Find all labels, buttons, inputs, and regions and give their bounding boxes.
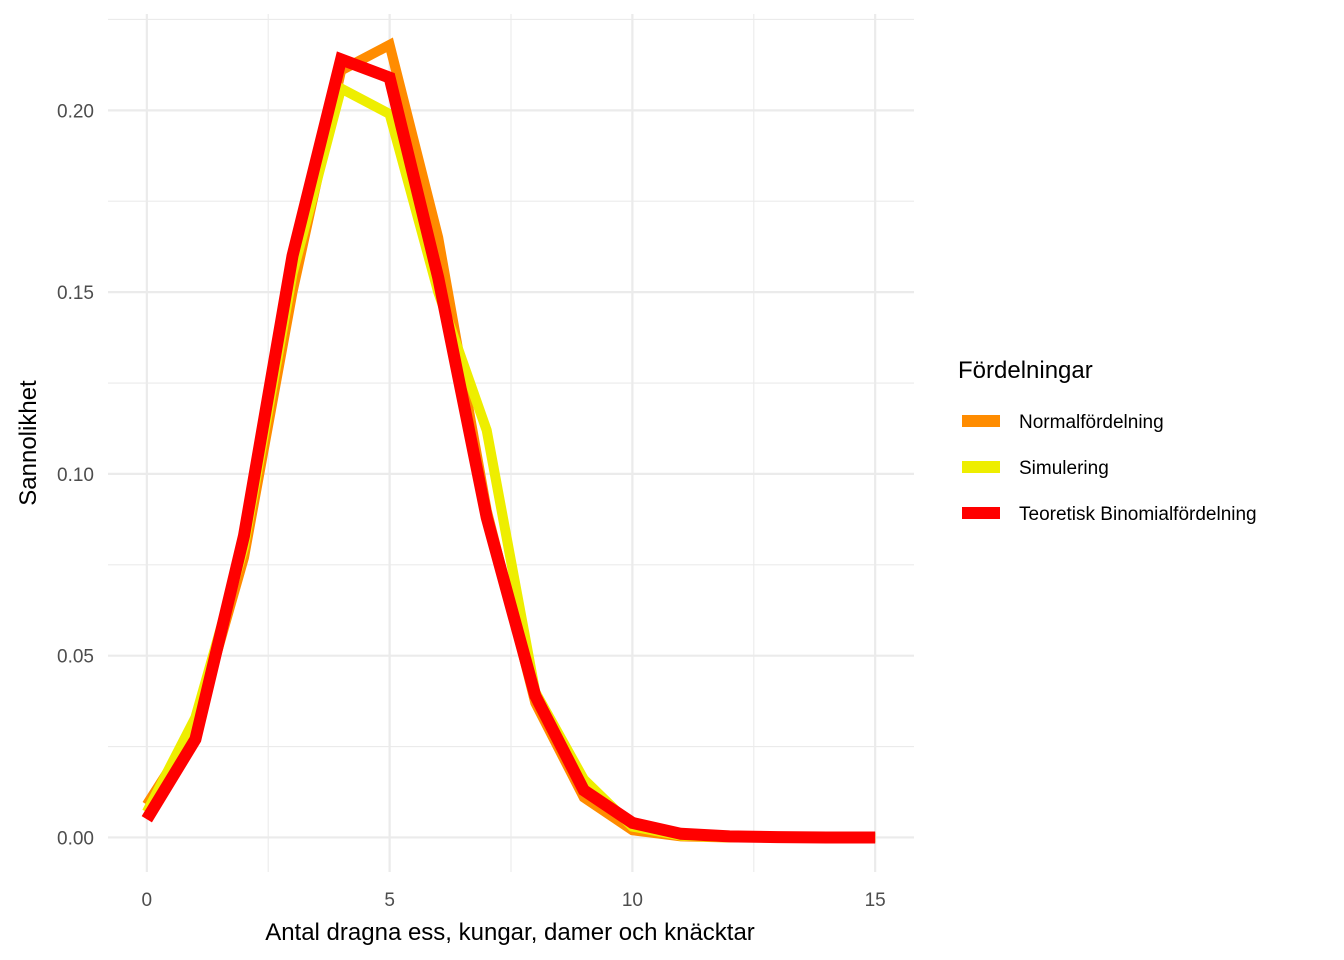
legend-label: Teoretisk Binomialfördelning <box>1019 504 1257 525</box>
minor-gridlines <box>108 14 914 872</box>
y-tick-label: 0.00 <box>57 828 94 849</box>
legend-label: Simulering <box>1019 458 1109 479</box>
legend-items: Normalfördelning Simulering Teoretisk Bino… <box>962 412 1257 525</box>
y-tick-label: 0.20 <box>57 101 94 122</box>
x-tick-label: 0 <box>142 890 153 911</box>
x-axis-title: Antal dragna ess, kungar, damer och knäc… <box>265 919 755 946</box>
legend-title: Fördelningar <box>958 357 1093 384</box>
y-tick-label: 0.05 <box>57 647 94 668</box>
y-tick-label: 0.15 <box>57 283 94 304</box>
x-tick-label: 15 <box>865 890 886 911</box>
y-tick-label: 0.10 <box>57 465 94 486</box>
x-tick-label: 10 <box>622 890 643 911</box>
x-axis-tick-labels: 0 5 10 15 <box>142 890 886 911</box>
series-line-3 <box>141 51 876 844</box>
y-axis-tick-labels: 0.00 0.05 0.10 0.15 0.20 <box>57 101 94 849</box>
plot-panel <box>108 14 914 872</box>
legend: Fördelningar Normalfördelning Simulering T… <box>958 357 1257 525</box>
legend-label: Normalfördelning <box>1019 412 1164 433</box>
series-lines <box>141 37 876 844</box>
y-axis-title: Sannolikhet <box>15 380 42 506</box>
x-tick-label: 5 <box>384 890 395 911</box>
